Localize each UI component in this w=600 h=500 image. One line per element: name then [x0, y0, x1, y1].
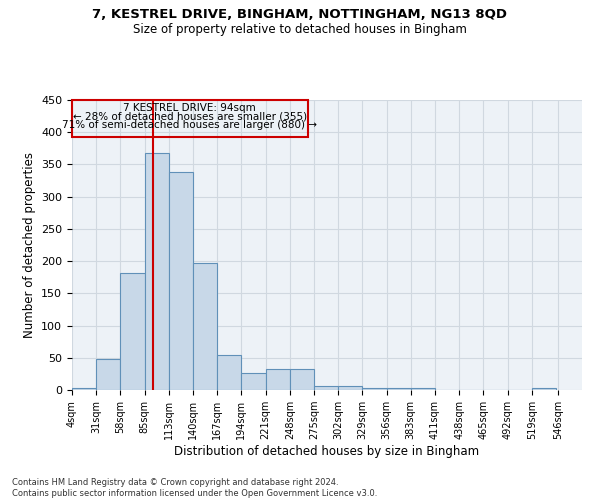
Bar [266, 368, 290, 390]
Bar [532, 388, 556, 390]
Bar [338, 386, 362, 390]
Text: Size of property relative to detached houses in Bingham: Size of property relative to detached ho… [133, 22, 467, 36]
Bar [145, 154, 169, 390]
Bar [411, 388, 435, 390]
Bar [290, 368, 314, 390]
X-axis label: Distribution of detached houses by size in Bingham: Distribution of detached houses by size … [175, 445, 479, 458]
Bar [362, 388, 386, 390]
Bar [314, 386, 338, 390]
Text: 7, KESTREL DRIVE, BINGHAM, NOTTINGHAM, NG13 8QD: 7, KESTREL DRIVE, BINGHAM, NOTTINGHAM, N… [92, 8, 508, 20]
Text: 71% of semi-detached houses are larger (880) →: 71% of semi-detached houses are larger (… [62, 120, 317, 130]
Bar [121, 274, 145, 390]
Text: 7 KESTREL DRIVE: 94sqm: 7 KESTREL DRIVE: 94sqm [124, 102, 256, 113]
Text: ← 28% of detached houses are smaller (355): ← 28% of detached houses are smaller (35… [73, 112, 307, 122]
Bar [386, 388, 411, 390]
Bar [96, 359, 121, 390]
Bar [72, 100, 308, 136]
Text: Contains HM Land Registry data © Crown copyright and database right 2024.
Contai: Contains HM Land Registry data © Crown c… [12, 478, 377, 498]
Bar [193, 263, 217, 390]
Y-axis label: Number of detached properties: Number of detached properties [23, 152, 35, 338]
Bar [169, 172, 193, 390]
Bar [72, 388, 96, 390]
Bar [217, 355, 241, 390]
Bar [241, 372, 266, 390]
